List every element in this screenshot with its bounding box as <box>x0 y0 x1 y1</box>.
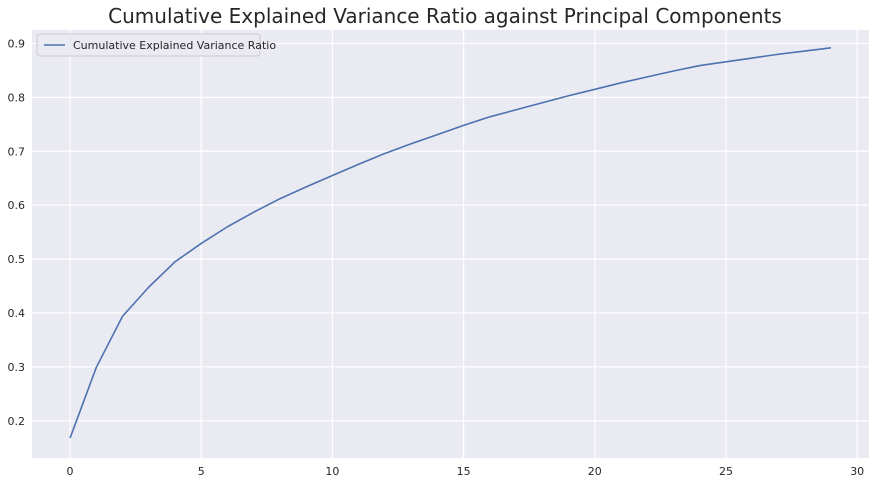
legend-label: Cumulative Explained Variance Ratio <box>73 39 276 52</box>
legend: Cumulative Explained Variance Ratio <box>36 33 276 57</box>
y-tick-label: 0.9 <box>8 37 26 50</box>
x-tick-label: 30 <box>850 465 864 478</box>
y-tick-label: 0.8 <box>8 91 26 104</box>
grid-lines <box>32 30 869 458</box>
y-tick-label: 0.5 <box>8 253 26 266</box>
y-tick-label: 0.2 <box>8 415 26 428</box>
series-layer <box>69 46 832 439</box>
y-tick-label: 0.3 <box>8 361 26 374</box>
x-tick-label: 0 <box>67 465 74 478</box>
y-tick-label: 0.4 <box>8 307 26 320</box>
x-tick-label: 20 <box>588 465 602 478</box>
tick-labels: 0 5 10 15 20 25 30 0.2 0.3 0.4 0.5 0.6 0.7 0.8 0.9 <box>8 37 865 478</box>
y-tick-label: 0.7 <box>8 145 26 158</box>
x-tick-label: 25 <box>719 465 733 478</box>
plot-area <box>32 30 869 458</box>
x-tick-label: 5 <box>198 465 205 478</box>
x-tick-label: 15 <box>457 465 471 478</box>
series-line <box>69 46 832 439</box>
x-tick-label: 10 <box>325 465 339 478</box>
chart-title: Cumulative Explained Variance Ratio agai… <box>108 4 782 28</box>
y-tick-label: 0.6 <box>8 199 26 212</box>
legend-box <box>36 33 261 57</box>
